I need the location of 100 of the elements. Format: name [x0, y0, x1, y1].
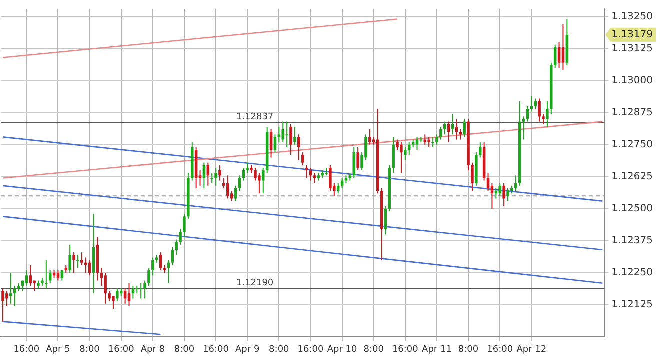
text: 1.13179 — [612, 29, 654, 40]
x-tick-label: 8:00 — [458, 344, 479, 355]
x-tick-label: Apr 10 — [327, 344, 358, 355]
x-tick-label: 16:00 — [203, 344, 230, 355]
candlestick — [526, 106, 530, 122]
candlestick — [396, 139, 399, 151]
candlestick — [506, 188, 510, 202]
y-tick-label: 1.12625 — [612, 172, 654, 183]
candlestick — [514, 175, 518, 192]
candlestick — [356, 146, 360, 172]
candlestick — [218, 164, 222, 182]
candlestick — [538, 98, 541, 122]
y-tick-label: 1.12500 — [612, 204, 654, 215]
candlestick — [226, 175, 230, 200]
candlestick — [440, 126, 442, 140]
candlestick — [534, 98, 537, 110]
y-tick-label: 1.12375 — [612, 236, 654, 247]
candlestick — [254, 167, 257, 182]
candlestick — [471, 162, 474, 192]
candlestick — [76, 254, 80, 268]
candlestick — [554, 44, 557, 68]
candlestick — [352, 146, 356, 179]
candlestick — [478, 142, 482, 158]
y-tick-label: 1.13125 — [612, 43, 654, 54]
ref-line-label: 1.12837 — [236, 112, 274, 122]
candlestick — [502, 182, 506, 207]
candlestick — [258, 172, 261, 194]
x-tick-label: 16:00 — [298, 344, 324, 355]
candlestick — [558, 42, 561, 68]
candlestick — [108, 290, 111, 302]
candlestick — [10, 272, 12, 304]
candlestick — [436, 134, 438, 146]
candlestick — [562, 24, 565, 72]
candlestick — [282, 121, 284, 143]
x-tick-label: 16:00 — [14, 344, 40, 355]
candlestick — [2, 288, 4, 322]
candlestick — [290, 124, 292, 156]
y-tick-label: 1.13000 — [612, 75, 654, 86]
x-tick-label: Apr 12 — [516, 344, 547, 355]
candlestick — [262, 167, 265, 194]
candlestick — [171, 246, 174, 266]
candlestick — [486, 172, 490, 192]
candlestick — [128, 282, 131, 307]
candlestick — [116, 288, 119, 302]
candlestick — [432, 136, 434, 148]
candlestick — [140, 282, 142, 300]
x-tick-label: 8:00 — [269, 344, 290, 355]
x-tick-label: Apr 8 — [140, 344, 166, 355]
candlestick — [368, 129, 372, 146]
candlestick — [329, 164, 332, 192]
x-tick-label: 16:00 — [108, 344, 135, 355]
y-tick-label: 1.12125 — [612, 300, 654, 311]
x-tick-label: 16:00 — [392, 344, 419, 355]
y-tick-label: 1.12875 — [612, 107, 654, 118]
candlestick — [294, 126, 296, 146]
candlestick — [384, 206, 388, 236]
candlestick — [175, 239, 178, 256]
candlestick — [183, 214, 186, 238]
candlestick — [214, 167, 218, 186]
candlestick — [80, 252, 84, 266]
candlestick — [144, 280, 146, 300]
ref-line-label: 1.12190 — [236, 278, 274, 288]
candlestick — [498, 182, 502, 197]
candlestick — [210, 172, 214, 184]
candlestick — [404, 146, 407, 161]
candlestick — [392, 136, 395, 174]
candlestick — [546, 100, 549, 128]
candlestick — [148, 267, 150, 286]
candlestick — [159, 252, 162, 272]
y-tick-label: 1.13250 — [612, 11, 654, 22]
candlestick — [72, 252, 76, 274]
candlestick — [542, 114, 545, 125]
candlestick — [152, 257, 154, 276]
candlestick — [246, 162, 249, 174]
candlestick — [104, 272, 107, 304]
y-tick-label: 1.12250 — [612, 268, 654, 279]
candlestick — [68, 244, 72, 274]
candlestick — [400, 142, 403, 174]
candlestick — [29, 264, 32, 286]
candlestick — [112, 296, 115, 310]
candlestick — [179, 229, 182, 246]
candlestick — [463, 118, 466, 138]
candlestick — [48, 270, 52, 284]
x-tick-label: 8:00 — [80, 344, 100, 355]
x-tick-label: 16:00 — [487, 344, 514, 355]
candlestick — [274, 134, 277, 154]
candlestick — [45, 260, 48, 289]
candlestick — [25, 270, 28, 286]
candlestick — [6, 290, 8, 307]
candlestick — [301, 152, 304, 166]
y-tick-label: 1.12750 — [612, 139, 654, 150]
candlestick — [428, 136, 430, 148]
candlestick — [270, 129, 273, 158]
x-tick-label: Apr 9 — [236, 344, 260, 355]
candlestick — [298, 134, 300, 161]
x-tick-label: Apr 5 — [46, 344, 70, 355]
candlestick — [238, 175, 242, 192]
x-tick-label: 8:00 — [364, 344, 384, 355]
candlestick — [286, 121, 288, 148]
x-tick-label: Apr 11 — [422, 344, 452, 355]
